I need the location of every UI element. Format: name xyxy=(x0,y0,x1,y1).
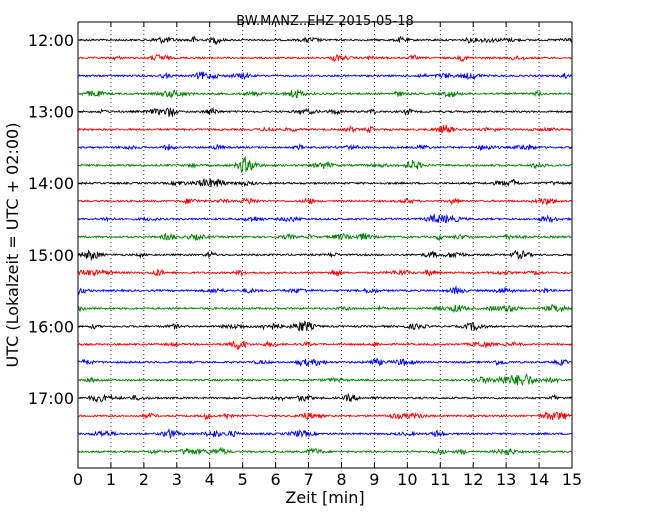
x-tick-label: 7 xyxy=(303,470,313,489)
x-tick-label: 1 xyxy=(106,470,116,489)
seismic-trace xyxy=(77,340,572,351)
seismic-trace xyxy=(77,427,572,439)
x-tick-label: 13 xyxy=(496,470,516,489)
y-tick-label: 15:00 xyxy=(28,246,74,265)
y-tick-label: 12:00 xyxy=(28,31,74,50)
seismic-trace xyxy=(77,197,572,206)
seismic-trace xyxy=(77,35,572,46)
x-tick-label: 6 xyxy=(271,470,281,489)
x-tick-label: 15 xyxy=(562,470,582,489)
seismic-trace xyxy=(77,53,572,63)
y-tick-label: 14:00 xyxy=(28,174,74,193)
seismic-trace xyxy=(77,89,572,99)
y-tick-label: 16:00 xyxy=(28,317,74,336)
seismic-trace xyxy=(77,320,572,332)
x-axis-label: Zeit [min] xyxy=(285,488,364,507)
chart-title: BW.MANZ..EHZ 2015-05-18 xyxy=(236,14,414,29)
seismic-trace xyxy=(77,392,572,404)
seismic-trace xyxy=(77,156,572,174)
x-tick-label: 9 xyxy=(369,470,379,489)
seismic-trace xyxy=(77,285,572,296)
seismic-trace xyxy=(77,304,572,314)
x-tick-label: 10 xyxy=(397,470,417,489)
seismic-trace xyxy=(77,71,572,81)
seismic-trace xyxy=(77,213,572,224)
seismic-trace xyxy=(77,446,572,456)
seismic-trace xyxy=(77,124,572,135)
seismic-trace xyxy=(77,373,572,387)
seismic-trace xyxy=(77,232,572,242)
x-tick-label: 14 xyxy=(529,470,549,489)
x-tick-label: 2 xyxy=(139,470,149,489)
x-axis-ticks: 0 1 2 3 4 5 6 7 8 9 10 11 12 13 14 15 xyxy=(73,22,582,489)
x-tick-label: 5 xyxy=(238,470,248,489)
seismic-traces xyxy=(77,35,572,456)
y-tick-label: 17:00 xyxy=(28,389,74,408)
y-axis-label: UTC (Lokalzeit = UTC + 02:00) xyxy=(3,123,22,368)
seismic-trace xyxy=(77,178,572,188)
x-tick-label: 4 xyxy=(205,470,215,489)
seismic-trace xyxy=(77,106,572,117)
y-tick-label: 13:00 xyxy=(28,103,74,122)
x-tick-label: 8 xyxy=(336,470,346,489)
y-axis-ticks: 12:00 13:00 14:00 15:00 16:00 17:00 xyxy=(28,31,572,408)
seismic-trace xyxy=(77,143,572,152)
seismic-trace xyxy=(77,249,572,262)
x-tick-label: 12 xyxy=(463,470,483,489)
plot-background xyxy=(78,22,572,468)
seismic-trace xyxy=(77,411,572,421)
x-tick-label: 3 xyxy=(172,470,182,489)
plot-frame xyxy=(77,21,573,469)
x-tick-label: 11 xyxy=(430,470,450,489)
seismic-trace xyxy=(77,357,572,367)
seismic-trace xyxy=(77,268,572,278)
x-tick-label: 0 xyxy=(73,470,83,489)
